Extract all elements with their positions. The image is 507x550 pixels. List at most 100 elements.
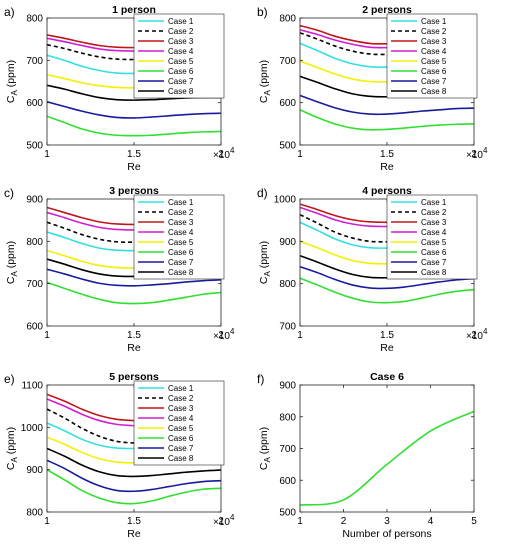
x-tick-label: 1 [297,330,303,341]
x-axis-label: Re [127,342,141,354]
series-line-6 [300,277,474,304]
panel-5: 800 900 1000 1100 1 1.5 2×104 5 persons e) Re CA (… [4,371,235,540]
y-tick-label: 700 [279,56,296,67]
legend-entry: Case 5 [168,424,194,433]
legend-entry: Case 3 [168,404,194,413]
y-tick-label: 800 [279,14,296,25]
panel-label: f) [257,372,264,386]
y-tick-label: 800 [279,412,296,423]
y-axis-label: CA (ppm) [5,241,19,284]
y-tick-label: 700 [26,279,43,290]
legend-entry: Case 2 [168,27,194,36]
x-tick-label: 2 [218,516,224,527]
x-tick-label: 2 [471,330,477,341]
y-axis-label: CA (ppm) [258,60,272,103]
y-tick-label: 1000 [274,195,297,206]
legend-entry: Case 3 [421,218,447,227]
x-exponent: ×104 [213,146,235,161]
x-exponent: ×104 [466,146,488,161]
legend-entry: Case 1 [421,17,447,26]
panel-title: 1 person [112,4,156,16]
axes-box [299,384,475,513]
panel-6: 500 600 700 800 900 1 2 3 4 5 Case 6 f) Number of pe… [257,371,477,540]
legend-entry: Case 7 [421,77,447,86]
x-tick-label: 1 [44,330,50,341]
y-tick-label: 900 [26,195,43,206]
x-axis-label: Re [380,342,394,354]
legend-entry: Case 7 [168,444,194,453]
panel-4: 700 800 900 1000 1 1.5 2×104 4 persons d) Re CA (p… [257,185,488,354]
series-line-7 [47,459,221,493]
x-tick-label: 2 [218,149,224,160]
legend-entry: Case 8 [168,87,194,96]
legend-entry: Case 2 [421,208,447,217]
panel-title: 4 persons [362,185,412,197]
x-axis-label: Re [380,161,394,173]
x-tick-label: 1.5 [380,149,394,160]
x-tick-label: 3 [384,516,390,527]
legend-entry: Case 8 [168,268,194,277]
x-axis-label: Re [127,161,141,173]
y-tick-label: 500 [279,141,296,152]
y-axis-label: CA (ppm) [5,427,19,470]
legend-entry: Case 6 [168,67,194,76]
x-tick-label: 1.5 [127,149,141,160]
series-line-7 [300,94,474,116]
panel-2: 500 600 700 800 1 1.5 2×104 2 persons b) Re CA (pp… [257,4,488,173]
y-tick-label: 600 [279,476,296,487]
legend-entry: Case 8 [421,268,447,277]
y-axis-label: CA (ppm) [5,60,19,103]
panel-label: e) [4,372,15,386]
series-line-1 [300,410,474,506]
y-tick-label: 600 [26,98,43,109]
legend-entry: Case 4 [168,228,194,237]
legend-entry: Case 8 [421,87,447,96]
legend-entry: Case 3 [168,218,194,227]
series-line-8 [47,447,221,478]
y-axis-label: CA (ppm) [258,427,272,470]
y-tick-label: 900 [279,237,296,248]
x-axis-label: Number of persons [342,528,431,540]
x-axis-label: Re [127,528,141,540]
y-tick-label: 600 [26,322,43,333]
x-tick-label: 1.5 [127,516,141,527]
legend-entry: Case 2 [168,208,194,217]
y-tick-label: 800 [26,508,43,519]
legend-entry: Case 3 [421,37,447,46]
y-tick-label: 600 [279,98,296,109]
panel-label: a) [4,5,15,19]
y-tick-label: 800 [26,237,43,248]
series-line-6 [300,109,474,131]
legend-entry: Case 2 [168,394,194,403]
legend-entry: Case 1 [168,384,194,393]
legend-entry: Case 3 [168,37,194,46]
y-tick-label: 900 [279,381,296,392]
x-tick-label: 1 [44,149,50,160]
legend-entry: Case 1 [168,198,194,207]
x-exponent: ×104 [213,513,235,528]
panel-title: 3 persons [109,185,159,197]
y-tick-label: 1000 [21,423,44,434]
legend-entry: Case 5 [421,238,447,247]
x-tick-label: 2 [471,149,477,160]
series-line-7 [47,101,221,119]
legend-entry: Case 7 [168,258,194,267]
legend-entry: Case 4 [168,47,194,56]
series-line-7 [47,268,221,287]
x-tick-label: 5 [471,516,477,527]
legend-entry: Case 1 [168,17,194,26]
y-axis-label: CA (ppm) [258,241,272,284]
y-tick-label: 900 [26,465,43,476]
series-line-2 [47,43,221,61]
legend-entry: Case 4 [421,228,447,237]
x-exponent: ×104 [213,327,235,342]
panel-title: 2 persons [362,4,412,16]
y-tick-label: 700 [279,322,296,333]
x-tick-label: 4 [428,516,434,527]
